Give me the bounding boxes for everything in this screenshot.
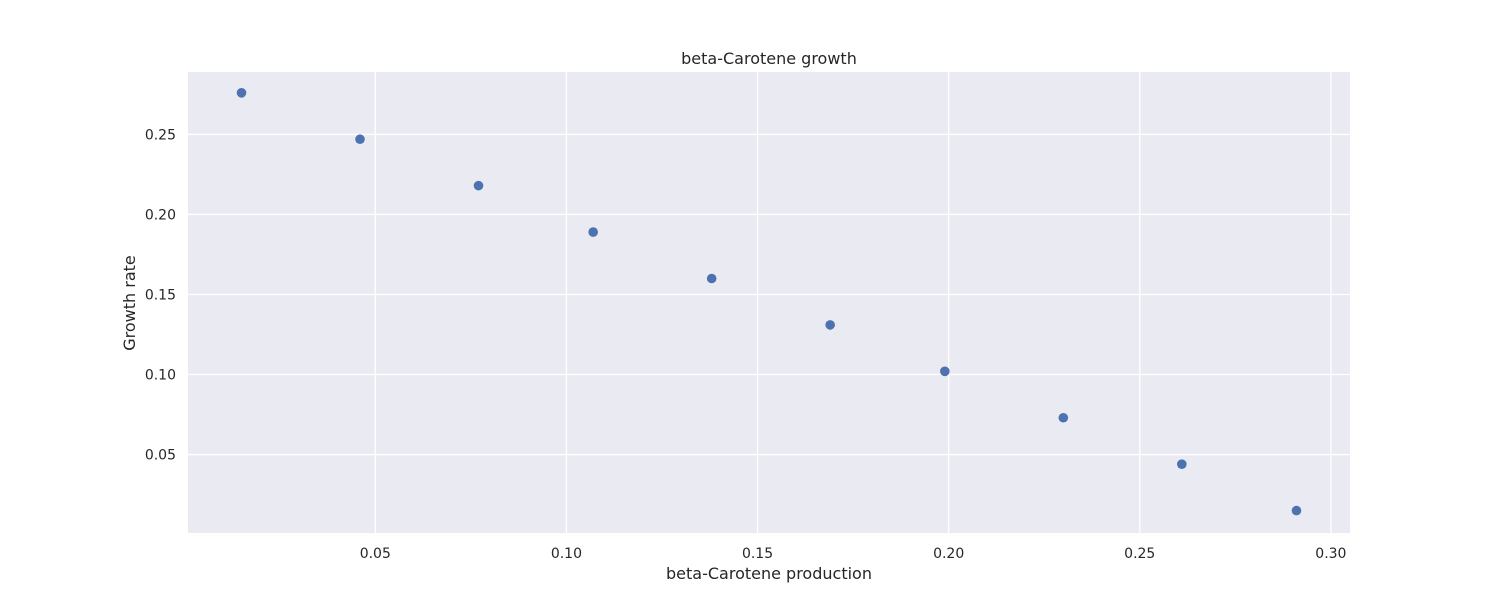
plot-area — [188, 72, 1350, 533]
y-tick-label: 0.05 — [145, 448, 176, 464]
data-point — [1177, 459, 1187, 469]
data-point — [1058, 412, 1069, 423]
grid-lines — [188, 72, 1350, 533]
x-tick-label: 0.30 — [1315, 546, 1346, 562]
x-tick-label: 0.25 — [1124, 546, 1155, 562]
x-tick-label: 0.10 — [551, 546, 582, 562]
x-tick-label: 0.20 — [933, 546, 964, 562]
y-axis-label: Growth rate — [120, 255, 139, 351]
data-point — [355, 134, 365, 145]
x-tick-label: 0.15 — [742, 546, 773, 562]
y-tick-label: 0.25 — [145, 127, 176, 143]
data-points — [236, 88, 1302, 516]
data-point — [825, 320, 835, 330]
x-tick-labels: 0.05 0.10 0.15 0.20 0.25 0.30 — [360, 546, 1347, 562]
data-point — [473, 180, 484, 191]
chart-title: beta-Carotene growth — [681, 49, 857, 68]
data-point — [1291, 505, 1302, 516]
data-point — [588, 227, 598, 237]
y-tick-label: 0.10 — [145, 368, 176, 384]
data-point — [940, 366, 950, 377]
x-axis-label: beta-Carotene production — [666, 564, 872, 583]
y-tick-label: 0.20 — [145, 207, 176, 223]
y-tick-labels: 0.05 0.10 0.15 0.20 0.25 — [145, 127, 176, 463]
x-tick-label: 0.05 — [360, 546, 391, 562]
data-point — [236, 88, 247, 98]
y-tick-label: 0.15 — [145, 287, 176, 303]
data-point — [706, 273, 717, 284]
